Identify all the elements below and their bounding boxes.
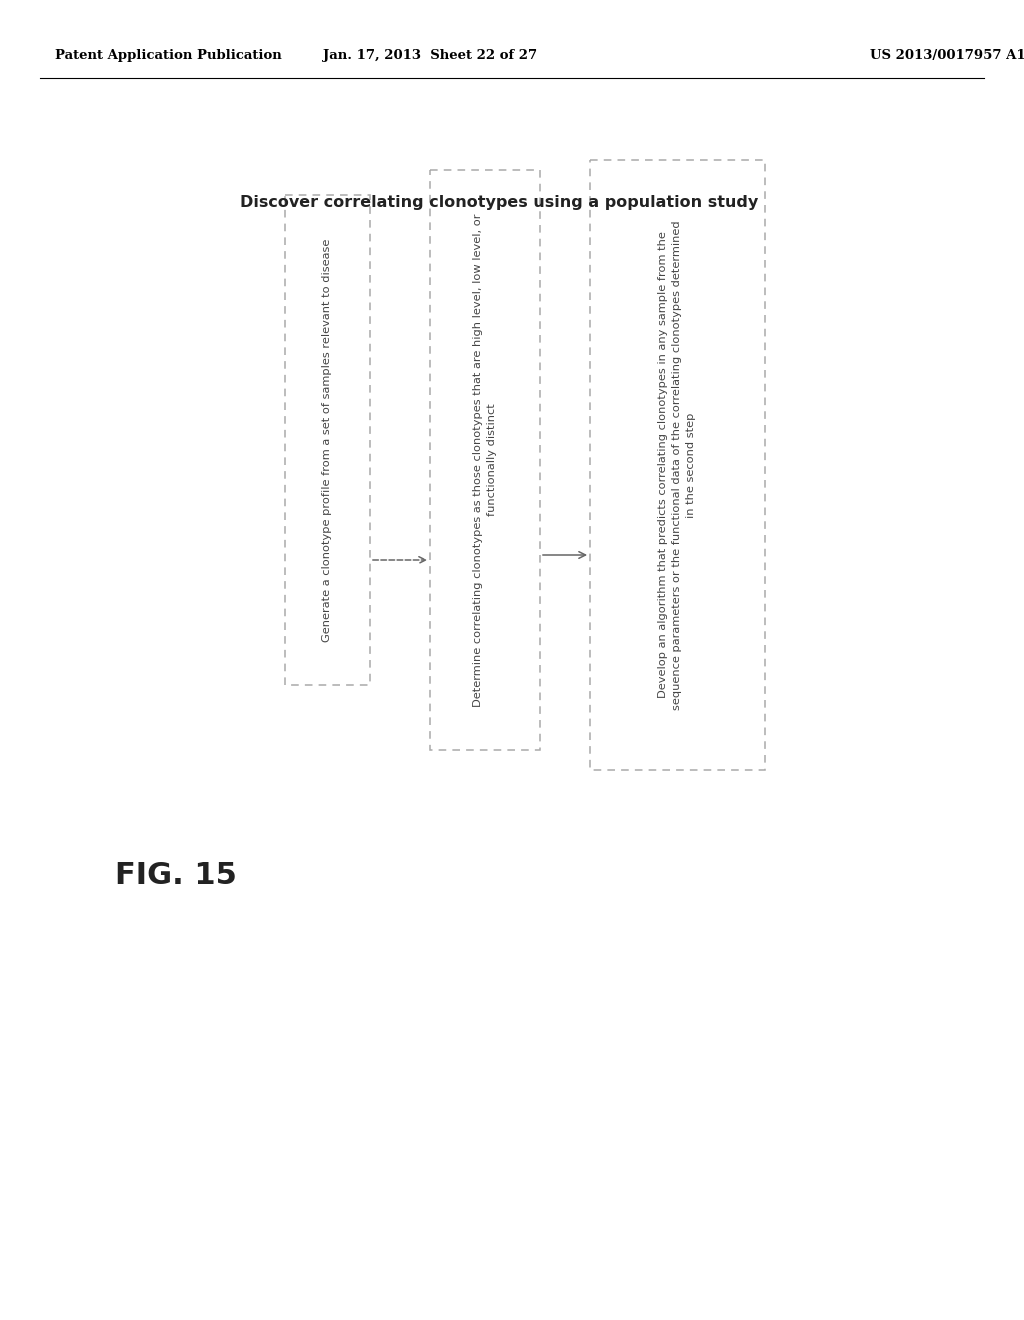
Text: FIG. 15: FIG. 15 [115,861,237,890]
Bar [285,195,370,685]
Text: Patent Application Publication: Patent Application Publication [55,49,282,62]
Text: Discover correlating clonotypes using a population study: Discover correlating clonotypes using a … [240,195,758,210]
Bar [590,160,765,770]
Text: Jan. 17, 2013  Sheet 22 of 27: Jan. 17, 2013 Sheet 22 of 27 [323,49,537,62]
Text: US 2013/0017957 A1: US 2013/0017957 A1 [870,49,1024,62]
Text: Generate a clonotype profile from a set of samples relevant to disease: Generate a clonotype profile from a set … [323,239,333,642]
Bar [430,170,540,750]
Text: Determine correlating clonotypes as those clonotypes that are high level, low le: Determine correlating clonotypes as thos… [473,214,497,706]
Text: Develop an algorithm that predicts correlating clonotypes in any sample from the: Develop an algorithm that predicts corre… [658,220,696,710]
